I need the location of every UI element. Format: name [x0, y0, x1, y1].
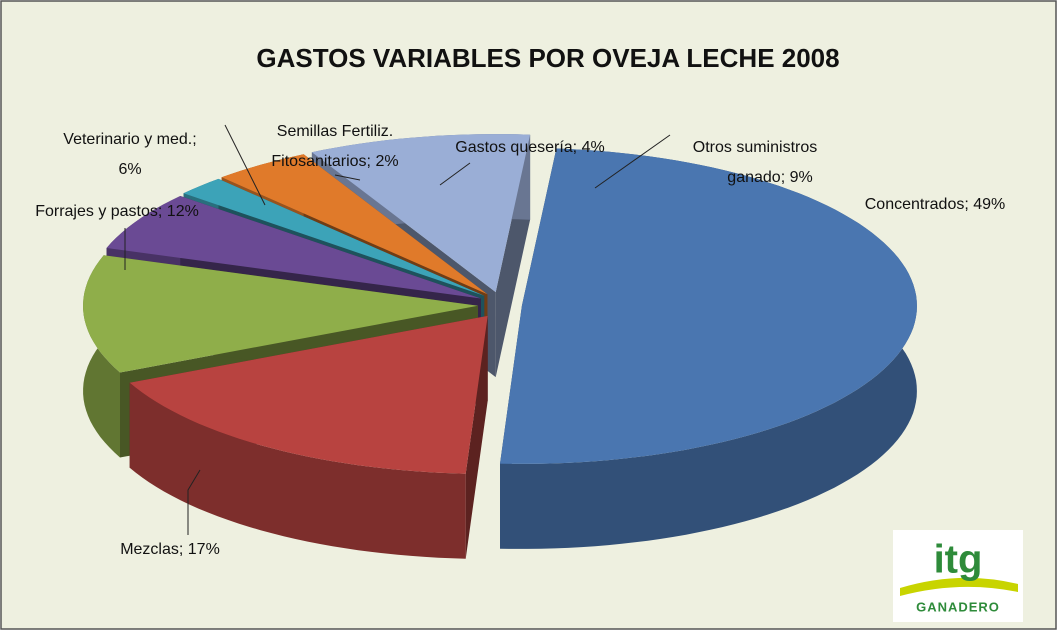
- logo: itg GANADERO: [893, 530, 1023, 622]
- data-label: ganado; 9%: [727, 169, 812, 186]
- leader-line: [439, 162, 471, 186]
- data-label: Gastos quesería; 4%: [455, 139, 604, 156]
- leader-line: [224, 124, 266, 206]
- data-label: Fitosanitarios; 2%: [271, 153, 398, 170]
- data-label: 6%: [118, 161, 141, 178]
- slice: [221, 154, 488, 295]
- logo-text: GANADERO: [916, 599, 1000, 614]
- chart-title: GASTOS VARIABLES POR OVEJA LECHE 2008: [256, 43, 839, 73]
- slice: [83, 255, 478, 373]
- slice: [106, 196, 481, 299]
- data-label: Semillas Fertiliz.: [277, 123, 393, 140]
- data-label: Otros suministros: [693, 139, 817, 156]
- data-label: Concentrados; 49%: [865, 196, 1006, 213]
- logo-swoosh: [900, 577, 1018, 596]
- leader-line: [594, 134, 671, 189]
- logo-mark: itg: [934, 538, 983, 582]
- slice: [129, 315, 488, 474]
- pie: [83, 134, 917, 559]
- data-label: Mezclas; 17%: [120, 541, 220, 558]
- leader-line: [334, 174, 361, 181]
- slice: [500, 148, 917, 464]
- slice-rim: [129, 382, 466, 559]
- leader-line: [187, 469, 201, 535]
- slice: [311, 134, 531, 293]
- data-label: Forrajes y pastos; 12%: [35, 203, 199, 220]
- slice: [183, 178, 485, 296]
- logo-box: [893, 530, 1023, 622]
- data-label: Veterinario y med.;: [63, 131, 196, 148]
